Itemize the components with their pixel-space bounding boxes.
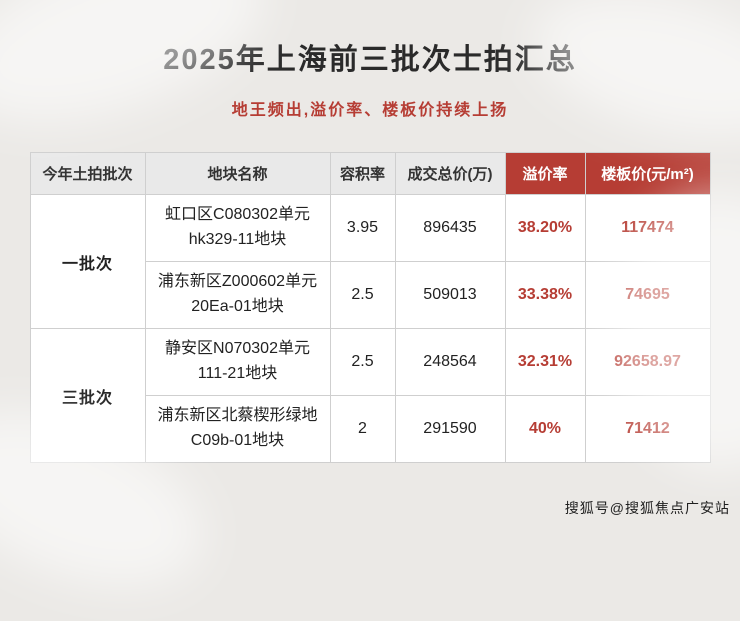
- premium-rate-cell: 38.20%: [504, 194, 586, 262]
- floor-price-cell: 71412: [584, 395, 711, 463]
- premium-rate-cell: 32.31%: [504, 328, 586, 396]
- page-subtitle: 地王频出,溢价率、楼板价持续上扬: [231, 102, 509, 119]
- premium-rate-cell: 33.38%: [504, 261, 586, 329]
- plot-name-cell: 浦东新区北蔡楔形绿地 C09b-01地块: [144, 395, 331, 463]
- column-header-batch: 今年土拍批次: [29, 152, 146, 195]
- total-price-cell: 509013: [394, 261, 506, 329]
- watermark: 搜狐号@搜狐焦点广安站: [560, 496, 734, 520]
- total-price-cell: 896435: [394, 194, 506, 262]
- land-auction-table: 今年土拍批次 地块名称 容积率 成交总价(万) 溢价率 楼板价(元/m²) 一批…: [29, 152, 711, 463]
- floor-price-cell: 74695: [584, 261, 711, 329]
- column-header-total-price: 成交总价(万): [394, 152, 506, 195]
- column-header-far: 容积率: [329, 152, 396, 195]
- column-header-plot-name: 地块名称: [144, 152, 331, 195]
- total-price-cell: 248564: [394, 328, 506, 396]
- plot-name-line2: 111-21地块: [197, 365, 278, 382]
- plot-name-line1: 虹口区C080302单元: [165, 206, 310, 224]
- plot-name-cell: 静安区N070302单元 111-21地块: [144, 328, 331, 396]
- page-title: 2025年上海前三批次士拍汇总: [163, 44, 577, 76]
- far-cell: 2.5: [329, 261, 396, 329]
- column-header-floor-price: 楼板价(元/m²): [584, 152, 711, 195]
- plot-name-cell: 虹口区C080302单元 hk329-11地块: [144, 194, 331, 262]
- table-row: 三批次 静安区N070302单元 111-21地块 2.5 248564 32.…: [29, 328, 711, 463]
- plot-name-cell: 浦东新区Z000602单元 20Ea-01地块: [144, 261, 331, 329]
- total-price-cell: 291590: [394, 395, 506, 463]
- plot-name-line1: 浦东新区北蔡楔形绿地: [157, 407, 318, 425]
- premium-rate-cell: 40%: [504, 395, 586, 463]
- plot-name-line2: hk329-11地块: [188, 231, 287, 248]
- far-cell: 2.5: [329, 328, 396, 396]
- table-row: 浦东新区Z000602单元 20Ea-01地块 2.5 509013 33.38…: [30, 261, 711, 329]
- batch-cell-first: 一批次: [29, 194, 146, 329]
- plot-name-line1: 静安区N070302单元: [165, 340, 310, 358]
- plot-name-line2: C09b-01地块: [190, 432, 285, 449]
- column-header-premium-rate: 溢价率: [504, 152, 586, 195]
- floor-price-cell: 117474: [584, 194, 711, 262]
- table-row: 一批次 虹口区C080302单元 hk329-11地块 3.95 896435 …: [29, 194, 711, 329]
- far-cell: 3.95: [329, 194, 396, 262]
- floor-price-cell: 92658.97: [584, 328, 711, 396]
- plot-name-line2: 20Ea-01地块: [191, 298, 284, 315]
- batch-cell-third: 三批次: [29, 328, 146, 463]
- far-cell: 2: [329, 395, 396, 463]
- plot-name-line1: 浦东新区Z000602单元: [157, 273, 318, 291]
- table-header-row: 今年土拍批次 地块名称 容积率 成交总价(万) 溢价率 楼板价(元/m²): [29, 152, 711, 195]
